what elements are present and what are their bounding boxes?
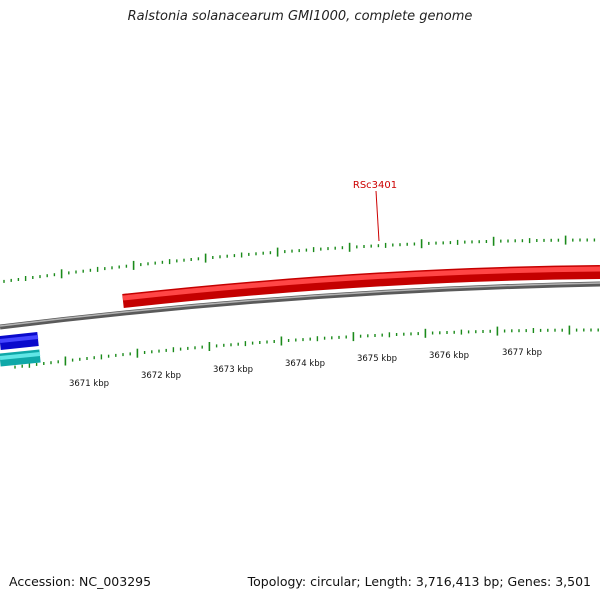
upper-tick-ruler (3, 235, 596, 283)
gene-feature-forward-highlight (122, 266, 600, 301)
gene-label-rsc3401[interactable]: RSc3401 (353, 180, 397, 191)
lower-tick-ruler (14, 325, 599, 369)
gene-feature-reverse-cyan-highlight (0, 352, 41, 360)
position-label: 3676 kbp (429, 351, 469, 361)
position-label: 3674 kbp (285, 359, 325, 369)
gene-feature-reverse-blue-highlight (0, 335, 39, 343)
gene-label-leader-line (375, 190, 380, 242)
genome-backbone-highlight (0, 282, 600, 327)
genome-backbone-track (0, 281, 600, 330)
position-labels: 3671 kbp 3672 kbp 3673 kbp 3674 kbp 3675… (69, 348, 542, 389)
position-label: 3671 kbp (69, 379, 109, 389)
accession-label: Accession: NC_003295 (9, 574, 152, 589)
gene-feature-forward[interactable] (122, 265, 600, 308)
genome-stats-label: Topology: circular; Length: 3,716,413 bp… (247, 574, 591, 589)
position-label: 3673 kbp (213, 365, 253, 375)
map-title: Ralstonia solanacearum GMI1000, complete… (127, 9, 473, 24)
position-label: 3677 kbp (502, 348, 542, 358)
position-label: 3672 kbp (141, 371, 181, 381)
position-label: 3675 kbp (357, 354, 397, 364)
